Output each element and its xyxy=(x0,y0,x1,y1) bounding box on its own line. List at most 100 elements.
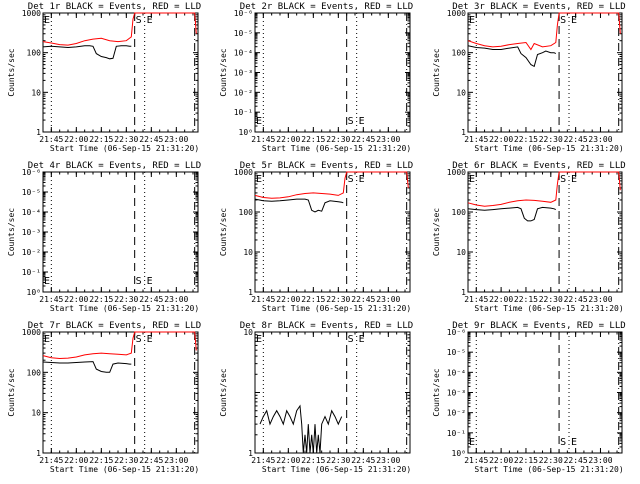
y-tick-label: 10⁻² xyxy=(447,409,466,418)
x-tick-label: 23:00 xyxy=(164,295,188,304)
marker-E-left: E xyxy=(469,437,475,448)
y-tick-label: 10⁰ xyxy=(239,128,253,137)
series-lld-line xyxy=(467,171,621,207)
plot-frame xyxy=(467,171,623,293)
marker-E-left: E xyxy=(44,15,50,26)
panel-title: Det 6r BLACK = Events, RED = LLD xyxy=(452,161,625,171)
series-events-line xyxy=(254,198,344,213)
x-axis-label: Start Time (06-Sep-15 21:31:20) xyxy=(474,304,623,313)
y-tick-label: 10 xyxy=(31,88,41,97)
x-tick-label: 22:15 xyxy=(301,295,325,304)
y-tick-label: 10 xyxy=(243,328,253,337)
x-tick-label: 22:00 xyxy=(276,295,300,304)
marker-S: S xyxy=(560,437,566,448)
series-lld-line xyxy=(467,12,621,51)
marker-E: E xyxy=(571,15,577,26)
plot-frame xyxy=(42,171,199,293)
x-tick-label: 22:15 xyxy=(514,456,538,465)
marker-E: E xyxy=(359,116,365,127)
marker-E-left: E xyxy=(256,174,262,185)
plot-frame xyxy=(467,331,623,454)
panel-7r: Det 7r BLACK = Events, RED = LLD 1 10 100 10… xyxy=(7,321,201,474)
panel-title: Det 5r BLACK = Events, RED = LLD xyxy=(240,161,413,171)
marker-S: S xyxy=(136,15,142,26)
y-tick-label: 1000 xyxy=(22,328,41,337)
x-axis-label: Start Time (06-Sep-15 21:31:20) xyxy=(262,304,411,313)
x-tick-label: 22:15 xyxy=(514,295,538,304)
marker-S: S xyxy=(348,334,354,345)
panel-3r: Det 3r BLACK = Events, RED = LLD 1 10 100 10… xyxy=(432,2,626,153)
x-tick-label: 22:00 xyxy=(276,135,300,144)
y-tick-label: 10⁻⁶ xyxy=(447,328,466,337)
y-tick-label: 1000 xyxy=(22,9,41,18)
y-tick-label: 10⁻¹ xyxy=(22,268,41,277)
x-tick-label: 21:45 xyxy=(251,456,275,465)
y-tick-label: 10⁰ xyxy=(452,449,466,458)
y-tick-label: 1000 xyxy=(447,168,466,177)
x-tick-label: 23:00 xyxy=(588,295,612,304)
x-tick-label: 21:45 xyxy=(251,135,275,144)
x-axis-label: Start Time (06-Sep-15 21:31:20) xyxy=(474,144,623,153)
y-tick-label: 10 xyxy=(243,248,253,257)
y-tick-label: 100 xyxy=(239,208,254,217)
y-axis-label: Counts/sec xyxy=(219,48,228,96)
x-tick-label: 22:45 xyxy=(351,135,375,144)
panel-title: Det 3r BLACK = Events, RED = LLD xyxy=(452,2,625,12)
x-tick-label: 23:00 xyxy=(588,135,612,144)
marker-E-left: E xyxy=(256,116,262,127)
series-lld-line xyxy=(42,331,197,360)
marker-E: E xyxy=(571,174,577,185)
x-tick-label: 22:15 xyxy=(514,135,538,144)
y-axis-label: Counts/sec xyxy=(219,208,228,256)
x-tick-label: 22:00 xyxy=(276,456,300,465)
x-tick-label: 21:45 xyxy=(251,295,275,304)
marker-E: E xyxy=(359,174,365,185)
marker-E: E xyxy=(147,276,153,287)
x-tick-label: 22:30 xyxy=(114,456,138,465)
x-tick-label: 22:45 xyxy=(564,456,588,465)
y-tick-label: 10 xyxy=(31,409,41,418)
x-tick-label: 21:45 xyxy=(39,456,63,465)
x-tick-label: 22:00 xyxy=(489,456,513,465)
panel-title: Det 2r BLACK = Events, RED = LLD xyxy=(240,2,413,12)
y-tick-label: 10⁻¹ xyxy=(234,108,253,117)
plot-frame xyxy=(467,12,623,133)
x-tick-label: 22:15 xyxy=(89,295,113,304)
x-tick-label: 22:15 xyxy=(301,456,325,465)
x-tick-label: 23:00 xyxy=(164,135,188,144)
marker-E-left: E xyxy=(44,276,50,287)
plot-frame xyxy=(254,12,411,133)
y-tick-label: 1 xyxy=(248,288,253,297)
series-events-line xyxy=(42,361,132,373)
x-tick-label: 21:45 xyxy=(464,456,488,465)
x-tick-label: 21:45 xyxy=(464,295,488,304)
y-tick-label: 10⁻¹ xyxy=(447,429,466,438)
marker-S: S xyxy=(348,116,354,127)
x-tick-label: 23:00 xyxy=(376,135,400,144)
x-tick-label: 22:30 xyxy=(539,295,563,304)
marker-E-left: E xyxy=(469,174,475,185)
marker-E-left: E xyxy=(256,334,262,345)
marker-S: S xyxy=(560,15,566,26)
x-tick-label: 22:00 xyxy=(64,456,88,465)
y-tick-label: 10⁻⁵ xyxy=(22,188,41,197)
y-tick-label: 10⁻⁴ xyxy=(22,208,41,217)
y-tick-label: 1 xyxy=(461,128,466,137)
y-tick-label: 10⁻³ xyxy=(234,69,253,78)
panel-2r: Det 2r BLACK = Events, RED = LLD 10⁰ 10⁻¹ 1… xyxy=(219,2,413,153)
x-tick-label: 22:00 xyxy=(489,135,513,144)
x-axis-label: Start Time (06-Sep-15 21:31:20) xyxy=(262,465,411,474)
y-tick-label: 10 xyxy=(456,88,466,97)
y-axis-label: Counts/sec xyxy=(7,208,16,256)
series-events-line xyxy=(467,206,557,222)
x-axis-label: Start Time (06-Sep-15 21:31:20) xyxy=(50,304,199,313)
y-tick-label: 10⁻⁴ xyxy=(234,49,253,58)
marker-E-left: E xyxy=(469,15,475,26)
x-tick-label: 22:00 xyxy=(489,295,513,304)
y-axis-label: Counts/sec xyxy=(219,368,228,416)
y-tick-label: 100 xyxy=(452,208,467,217)
x-tick-label: 22:00 xyxy=(64,295,88,304)
plot-frame xyxy=(42,331,199,454)
panel-title: Det 4r BLACK = Events, RED = LLD xyxy=(28,161,201,171)
